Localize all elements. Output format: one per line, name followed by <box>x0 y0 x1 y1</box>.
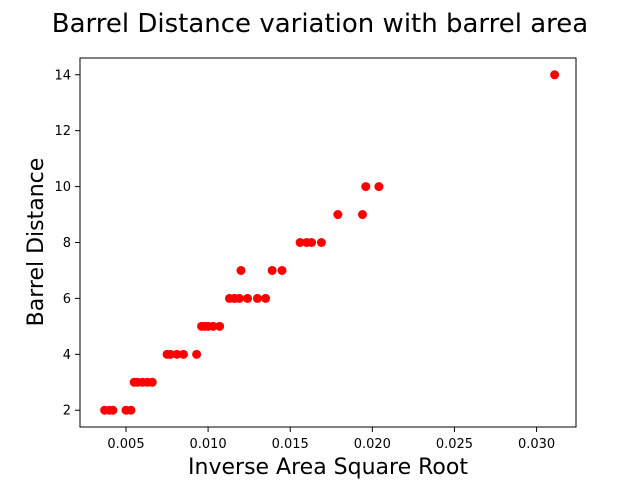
data-point <box>147 377 157 387</box>
data-point <box>316 238 326 247</box>
y-axis-ticks: 2 4 6 8 10 12 14 <box>54 68 80 419</box>
data-point <box>307 238 317 247</box>
data-point <box>165 349 175 359</box>
data-point <box>267 265 277 275</box>
chart-title: Barrel Distance variation with barrel ar… <box>52 9 588 39</box>
y-axis-label: Barrel Distance <box>24 158 49 327</box>
x-tick-label: 0.010 <box>189 437 226 452</box>
data-point <box>333 210 343 220</box>
data-point <box>243 293 253 303</box>
data-point <box>261 293 271 303</box>
x-tick-label: 0.020 <box>354 437 391 452</box>
x-tick-label: 0.015 <box>272 437 309 452</box>
y-tick-label: 2 <box>63 404 71 419</box>
data-point <box>361 182 371 192</box>
data-point <box>192 349 202 359</box>
y-tick-label: 10 <box>54 180 71 195</box>
data-point <box>126 405 136 415</box>
data-point <box>550 70 560 80</box>
data-point <box>172 349 182 359</box>
data-point <box>252 293 262 303</box>
data-point <box>208 321 218 331</box>
x-tick-label: 0.025 <box>436 437 473 452</box>
data-point <box>178 349 188 359</box>
data-point <box>374 182 384 192</box>
y-tick-label: 6 <box>63 292 71 307</box>
data-point <box>357 210 367 220</box>
plot-frame <box>79 57 577 428</box>
data-point <box>108 405 118 415</box>
x-tick-label: 0.030 <box>518 437 555 452</box>
data-point <box>215 321 225 331</box>
data-point <box>234 293 244 303</box>
y-tick-label: 8 <box>63 236 71 251</box>
data-point <box>277 265 287 275</box>
y-tick-label: 4 <box>63 348 71 363</box>
data-point <box>295 238 305 247</box>
data-points <box>100 70 560 415</box>
y-tick-label: 12 <box>54 124 71 139</box>
data-point <box>236 265 246 275</box>
x-tick-label: 0.005 <box>107 437 144 452</box>
x-axis-ticks: 0.005 0.010 0.015 0.020 0.025 0.030 <box>107 427 555 452</box>
x-axis-label: Inverse Area Square Root <box>188 455 468 480</box>
y-tick-label: 14 <box>54 68 71 83</box>
